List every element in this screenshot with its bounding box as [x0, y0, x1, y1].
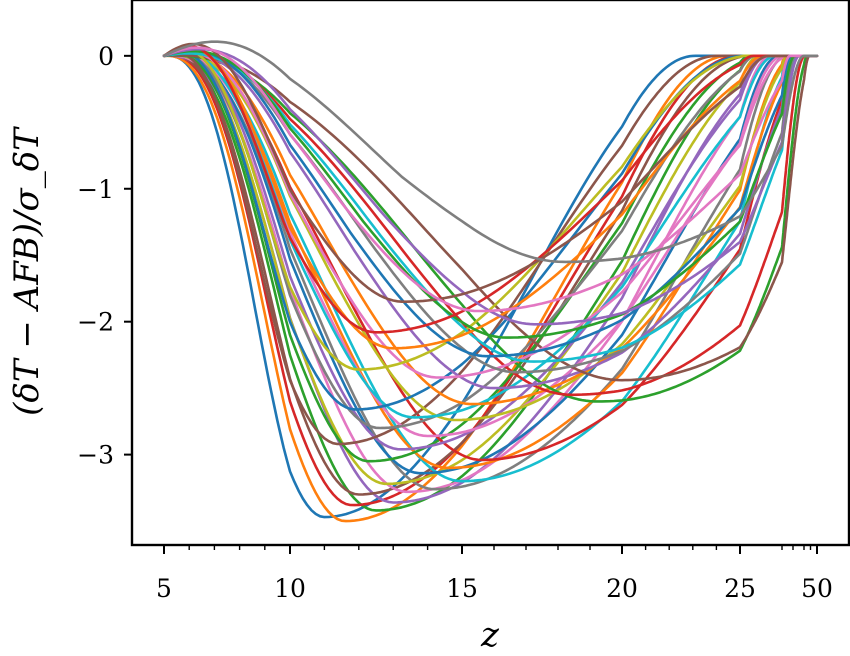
y-axis: 0 −1 −2 −3 [77, 42, 132, 470]
plot-frame [130, 0, 850, 547]
series-line [162, 52, 819, 438]
x-tick-label: 10 [274, 574, 306, 603]
series-line [162, 51, 819, 446]
y-tick-label: −2 [77, 308, 114, 337]
series-line [162, 53, 819, 382]
series-layer [162, 40, 819, 523]
y-tick-label: 0 [98, 42, 114, 71]
x-axis: 5 10 15 20 25 50 [156, 545, 833, 603]
y-tick-label: −1 [77, 175, 114, 204]
x-tick-label: 20 [606, 574, 638, 603]
x-tick-label: 15 [446, 574, 478, 603]
x-axis-label: z [480, 615, 500, 655]
x-tick-label: 50 [801, 574, 833, 603]
x-tick-label: 25 [724, 574, 756, 603]
x-tick-label: 5 [156, 574, 172, 603]
series-line [162, 51, 819, 451]
y-tick-label: −3 [77, 441, 114, 470]
series-line [162, 40, 819, 264]
y-axis-label: (δT − AFB)/σ_δT [7, 126, 47, 416]
